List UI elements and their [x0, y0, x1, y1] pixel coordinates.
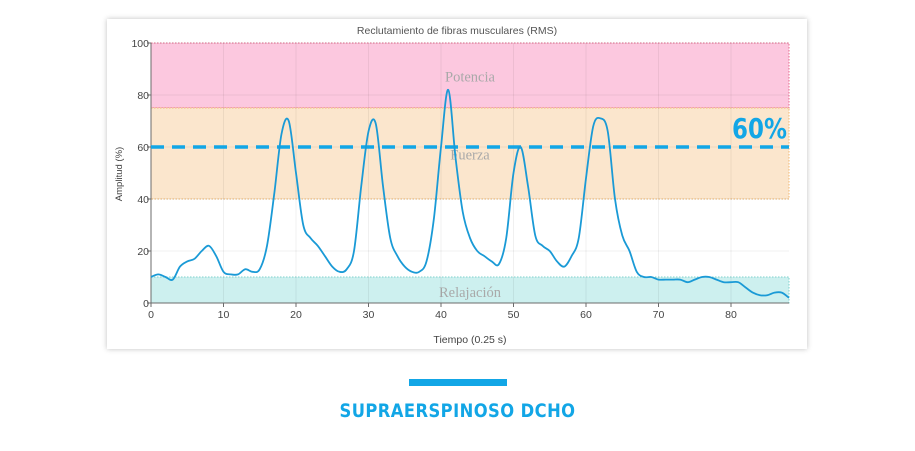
- chart-title: Reclutamiento de fibras musculares (RMS): [357, 25, 557, 37]
- chart-card: Potencia Fuerza Relajación 0 10 20 30 40 50 60 70…: [107, 19, 807, 349]
- band-fuerza: [150, 107, 790, 200]
- x-tick-label: 40: [435, 309, 447, 321]
- band-label-fuerza: Fuerza: [450, 148, 490, 164]
- accent-bar: [409, 379, 507, 386]
- x-tick-label: 20: [290, 309, 302, 321]
- y-tick-label: 20: [137, 246, 149, 258]
- threshold-label: 60%: [732, 113, 787, 146]
- y-tick-label: 60: [137, 142, 149, 154]
- muscle-caption: SUPRAERSPINOSO DCHO: [339, 400, 576, 422]
- x-tick-label: 70: [653, 309, 665, 321]
- y-tick-label: 40: [137, 194, 149, 206]
- x-tick-label: 80: [725, 309, 737, 321]
- x-tick-label: 0: [148, 309, 154, 321]
- x-tick-label: 60: [580, 309, 592, 321]
- x-tick-label: 50: [508, 309, 520, 321]
- y-axis-label: Amplitud (%): [114, 147, 125, 201]
- x-tick-label: 10: [218, 309, 230, 321]
- x-axis-label: Tiempo (0.25 s): [433, 334, 506, 346]
- y-tick-label: 80: [137, 90, 149, 102]
- series-line-rms: [150, 88, 790, 299]
- rms-line-chart: Potencia Fuerza Relajación 0 10 20 30 40 50 60 70…: [114, 25, 790, 346]
- y-tick-label: 0: [143, 298, 149, 310]
- band-potencia: [150, 42, 790, 109]
- x-tick-label: 30: [363, 309, 375, 321]
- band-label-relajacion: Relajación: [439, 285, 502, 301]
- y-tick-label: 100: [131, 38, 149, 50]
- band-label-potencia: Potencia: [445, 70, 495, 86]
